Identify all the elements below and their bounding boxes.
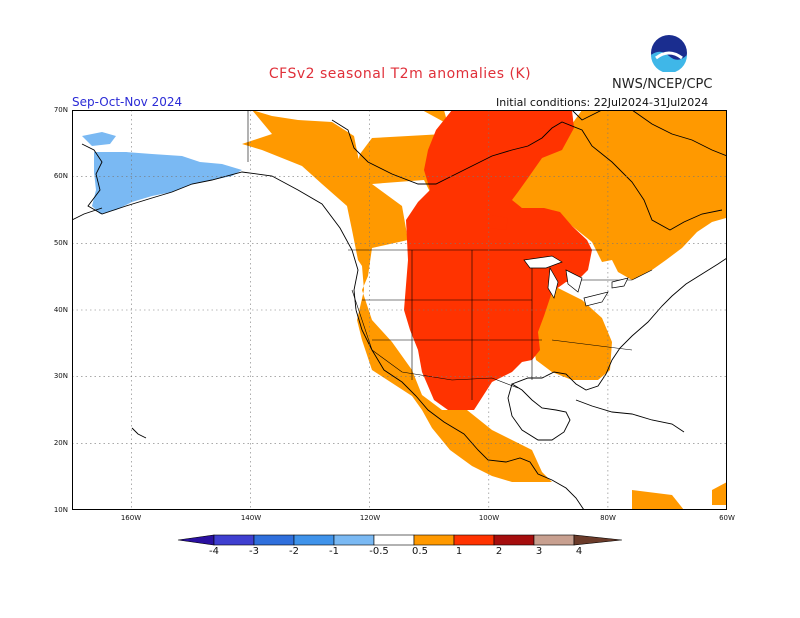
borders xyxy=(247,110,653,400)
lon-label: 80W xyxy=(600,514,616,522)
lat-label: 60N xyxy=(53,172,68,180)
lon-label: 160W xyxy=(120,514,142,522)
colorbar-label: 2 xyxy=(495,546,503,557)
lon-label: 120W xyxy=(359,514,381,522)
lon-label: 140W xyxy=(240,514,262,522)
map-title: CFSv2 seasonal T2m anomalies (K) xyxy=(268,66,532,82)
season-label: Sep-Oct-Nov 2024 xyxy=(72,95,183,109)
lon-label: 60W xyxy=(719,514,735,522)
lat-label: 20N xyxy=(53,439,68,447)
colorbar-label: -4 xyxy=(209,546,219,557)
lat-label: 70N xyxy=(53,106,68,114)
coastlines xyxy=(71,109,728,511)
colorbar-swatch xyxy=(413,534,455,546)
lat-label: 40N xyxy=(53,306,68,314)
colorbar-swatch xyxy=(293,534,335,546)
initial-conditions-label: Initial conditions: 22Jul2024-31Jul2024 xyxy=(496,96,709,109)
colorbar-label: -2 xyxy=(289,546,299,557)
colorbar-label: 3 xyxy=(535,546,543,557)
agency-label: NWS/NCEP/CPC xyxy=(612,77,713,92)
colorbar-label: -1 xyxy=(329,546,339,557)
colorbar-arrow-high xyxy=(573,534,623,546)
lat-label: 10N xyxy=(53,506,68,514)
colorbar-swatch xyxy=(493,534,535,546)
anomaly-red-region xyxy=(404,110,592,410)
noaa-logo xyxy=(650,34,688,73)
great-lakes xyxy=(523,255,629,307)
lat-label: 50N xyxy=(53,239,68,247)
colorbar-arrow-low xyxy=(177,534,215,546)
grid-lines xyxy=(72,110,727,510)
colorbar-swatch xyxy=(333,534,375,546)
colorbar xyxy=(170,532,630,572)
anomaly-orange-region xyxy=(122,110,727,510)
colorbar-swatch xyxy=(253,534,295,546)
colorbar-label: -3 xyxy=(249,546,259,557)
colorbar-label: 4 xyxy=(575,546,583,557)
colorbar-swatch xyxy=(373,534,415,546)
colorbar-swatch xyxy=(533,534,575,546)
lon-label: 100W xyxy=(478,514,500,522)
colorbar-label: -0.5 xyxy=(369,546,389,557)
colorbar-label: 0.5 xyxy=(412,546,428,557)
anomaly-map xyxy=(71,109,728,511)
colorbar-swatch xyxy=(453,534,495,546)
colorbar-label: 1 xyxy=(455,546,463,557)
anomaly-blue-region xyxy=(82,132,242,214)
lat-label: 30N xyxy=(53,372,68,380)
colorbar-swatch xyxy=(213,534,255,546)
